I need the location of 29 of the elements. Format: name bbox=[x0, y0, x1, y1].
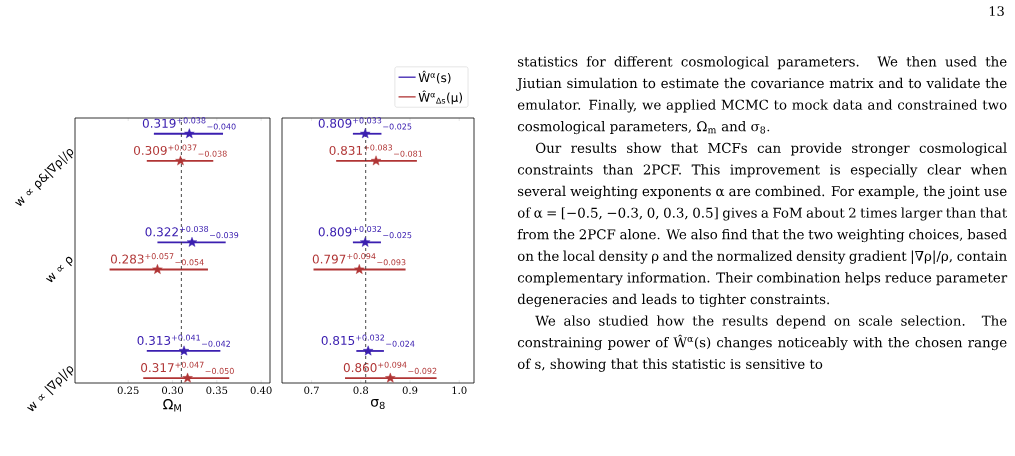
x-tick-label: 0.9 bbox=[402, 386, 418, 395]
data-label: 0.860$^{+0.094}$−0.092 bbox=[343, 361, 437, 374]
x-tick-label: 0.30 bbox=[162, 386, 183, 395]
data-label: 0.831$^{+0.083}$−0.081 bbox=[329, 144, 423, 157]
x-tick-label: 0.25 bbox=[117, 386, 139, 395]
x-tick-label: 0.40 bbox=[250, 386, 272, 395]
x-tick-label: 0.7 bbox=[304, 386, 319, 395]
x-tick-label: 1.0 bbox=[452, 386, 467, 395]
data-label: 0.797$^{+0.094}$−0.093 bbox=[312, 253, 406, 266]
text: statistics for different cosmological parameters. We then used the Jiutian simulation to estimate the covariance matrix and to validate the emulator. Finally, we applied MCMC to mock data and constrained two cosmological parameters, Ω$_{m}$ and σ$_{8}$. bbox=[516, 56, 1007, 135]
data-label: 0.815$^{+0.032}$−0.024 bbox=[321, 334, 415, 347]
x-axis-title: Ω$_{M}$ bbox=[163, 398, 181, 412]
text: 13 bbox=[989, 6, 1004, 17]
data-label: 0.317$^{+0.047}$−0.050 bbox=[141, 361, 234, 374]
x-axis-title: σ$_{8}$ bbox=[370, 398, 385, 410]
data-label: 0.809$^{+0.033}$−0.025 bbox=[318, 117, 412, 130]
data-label: 0.309$^{+0.037}$−0.038 bbox=[133, 144, 227, 157]
text: We also studied how the results depend on scale selection. The constraining power of Ŵ$^{α}$(s) changes noticeably with the chosen range of s, showing that this statistic is sensitive to bbox=[517, 315, 1007, 372]
text: Our results show that MCFs can provide stronger cosmological constraints than 2PCF. This improvement is especially clear when several weighting exponents α are combined. For example, the joint use of α = [−0.5, −0.3, 0, 0.3, 0.5] gives a FoM about 2 times larger than that from the 2PCF alone. We also find that the two weighting choices, based on the local density ρ and the normalized density gradient |∇ρ|/ρ, contain complementary information. Their combination helps reduce parameter degeneracies and leads to tighter constraints. bbox=[517, 142, 1008, 307]
x-tick-label: 0.8 bbox=[353, 386, 369, 395]
data-label: 0.319$^{+0.038}$−0.040 bbox=[142, 117, 236, 130]
legend-label: Ŵ$^{α}$$_{Δs}$(μ) bbox=[418, 90, 463, 105]
x-tick-label: 0.35 bbox=[206, 386, 228, 395]
data-label: 0.809$^{+0.032}$−0.025 bbox=[318, 225, 412, 239]
legend-label: Ŵ$^{α}$(s) bbox=[418, 70, 451, 84]
data-label: 0.313$^{+0.041}$−0.042 bbox=[137, 334, 230, 347]
data-label: 0.283$^{+0.057}$−0.054 bbox=[110, 253, 204, 266]
data-label: 0.322$^{+0.038}$−0.039 bbox=[145, 225, 239, 239]
y-tick-label: w ∝ ρ bbox=[45, 256, 73, 283]
